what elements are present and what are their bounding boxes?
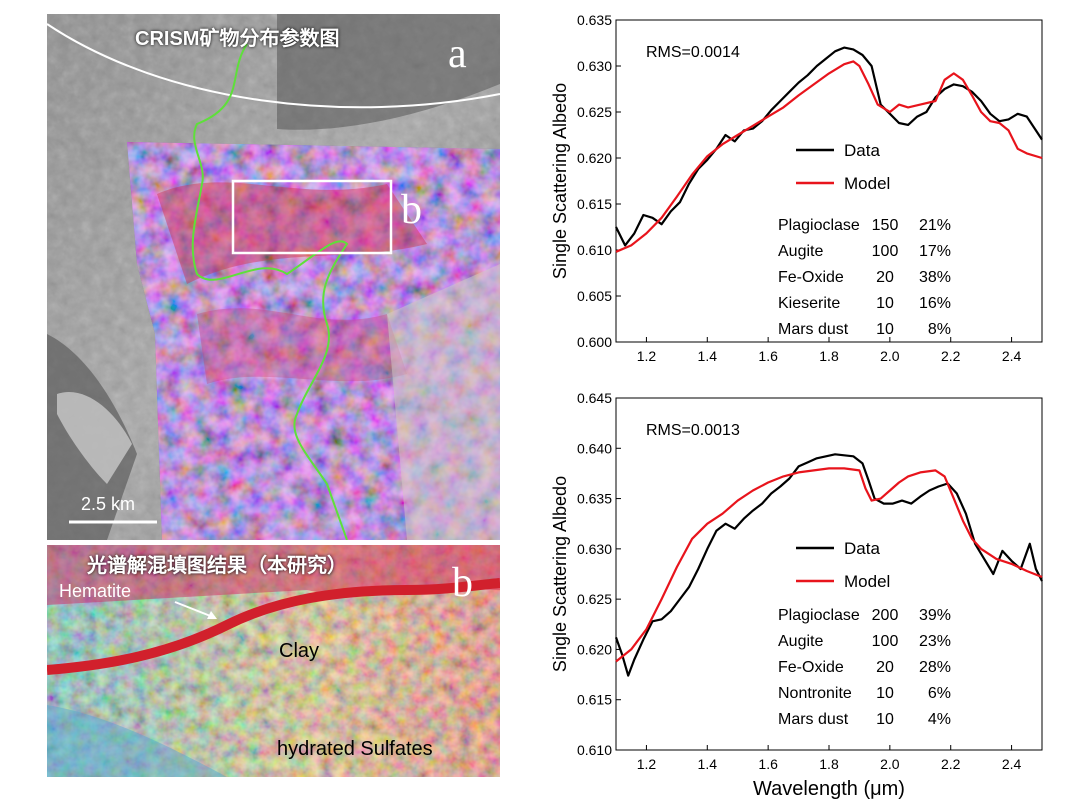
chart1-xtick-label: 2.2 <box>941 756 961 772</box>
chart-top: 0.600 0.605 0.610 0.615 0.620 0.625 0.630 0.635… <box>550 12 1043 364</box>
chart0-table-pct: 16% <box>919 295 951 312</box>
chart-bottom: 0.610 0.615 0.620 0.625 0.630 0.635 0.640 0.645… <box>550 390 1043 800</box>
chart0-xtick-label: 2.0 <box>880 348 900 364</box>
panel-b-letter: b <box>452 560 473 606</box>
chart0-ytick-label: 0.610 <box>577 242 612 258</box>
chart1-xtick-label: 1.6 <box>758 756 778 772</box>
chart0-xtick-label: 2.2 <box>941 348 961 364</box>
chart0-ytick-label: 0.635 <box>577 12 612 28</box>
chart1-table-size: 200 <box>872 607 899 624</box>
chart0-table-mineral: Fe-Oxide <box>778 269 844 286</box>
chart0-table-mineral: Mars dust <box>778 321 849 338</box>
chart0-rms-label: RMS=0.0014 <box>646 44 740 61</box>
chart1-rms-label: RMS=0.0013 <box>646 422 740 439</box>
chart1-legend-label-model: Model <box>844 572 890 591</box>
panel-a-title: CRISM矿物分布参数图 <box>135 28 340 50</box>
panel-a-letter: a <box>448 31 467 77</box>
chart1-ytick-label: 0.620 <box>577 641 612 657</box>
chart0-table-mineral: Kieserite <box>778 295 840 312</box>
chart0-table-pct: 17% <box>919 243 951 260</box>
chart0-table-pct: 8% <box>928 321 951 338</box>
chart1-table-size: 10 <box>876 685 894 702</box>
chart1-xtick-label: 1.4 <box>698 756 718 772</box>
chart1-ytick-label: 0.625 <box>577 591 612 607</box>
chart0-xtick-label: 1.6 <box>758 348 778 364</box>
chart0-table-size: 10 <box>876 295 894 312</box>
panel-a-image <box>47 14 500 540</box>
chart0-ytick-label: 0.630 <box>577 58 612 74</box>
chart1-ytick-label: 0.635 <box>577 491 612 507</box>
chart1-legend-label-data: Data <box>844 539 880 558</box>
chart0-table-size: 20 <box>876 269 894 286</box>
label-clay: Clay <box>279 640 320 662</box>
chart0-plot-frame <box>615 19 1043 343</box>
panel-a-inset-letter: b <box>401 187 422 233</box>
hematite-arrow <box>174 601 217 619</box>
chart1-ytick-label: 0.645 <box>577 390 612 406</box>
chart0-series-model <box>615 60 1043 253</box>
chart1-ytick-label: 0.630 <box>577 541 612 557</box>
chart0-ytick-label: 0.615 <box>577 196 612 212</box>
chart1-series-data <box>614 453 1043 677</box>
chart0-table-size: 150 <box>872 217 899 234</box>
chart1-series-model <box>615 467 1043 663</box>
chart0-table-mineral: Augite <box>778 243 823 260</box>
panel-b-map: 光谱解混填图结果（本研究） b Hematite Clay hydrated S… <box>47 545 500 777</box>
chart1-ytick-label: 0.615 <box>577 692 612 708</box>
chart1-table-pct: 28% <box>919 659 951 676</box>
chart1-table-size: 20 <box>876 659 894 676</box>
panel-a-map: CRISM矿物分布参数图 a b 2.5 km <box>47 14 500 540</box>
label-sulfates: hydrated Sulfates <box>277 738 433 760</box>
chart0-ylabel: Single Scattering Albedo <box>550 83 570 279</box>
chart1-table-pct: 6% <box>928 685 951 702</box>
chart1-table-mineral: Augite <box>778 633 823 650</box>
chart1-ytick-label: 0.640 <box>577 440 612 456</box>
chart1-table-size: 10 <box>876 711 894 728</box>
chart0-xtick-label: 1.4 <box>698 348 718 364</box>
label-hematite: Hematite <box>59 581 132 601</box>
chart1-table-pct: 39% <box>919 607 951 624</box>
chart1-table-size: 100 <box>872 633 899 650</box>
chart1-xtick-label: 2.0 <box>880 756 900 772</box>
chart0-ytick-label: 0.625 <box>577 104 612 120</box>
chart0-ytick-label: 0.600 <box>577 334 612 350</box>
chart0-xtick-label: 2.4 <box>1002 348 1022 364</box>
chart1-table-mineral: Nontronite <box>778 685 852 702</box>
chart0-table-size: 100 <box>872 243 899 260</box>
chart0-xtick-label: 1.8 <box>819 348 839 364</box>
chart1-xtick-label: 2.4 <box>1002 756 1022 772</box>
chart0-ytick-label: 0.605 <box>577 288 612 304</box>
chart1-xlabel: Wavelength (μm) <box>753 778 905 800</box>
chart0-series-data <box>615 46 1043 247</box>
chart1-xtick-label: 1.2 <box>637 756 657 772</box>
chart1-table-mineral: Fe-Oxide <box>778 659 844 676</box>
chart1-ytick-label: 0.610 <box>577 742 612 758</box>
chart0-table-mineral: Plagioclase <box>778 217 860 234</box>
chart1-ylabel: Single Scattering Albedo <box>550 476 570 672</box>
chart0-ytick-label: 0.620 <box>577 150 612 166</box>
panel-b-title: 光谱解混填图结果（本研究） <box>87 555 347 577</box>
scale-bar-label: 2.5 km <box>81 494 136 514</box>
chart0-xtick-label: 1.2 <box>637 348 657 364</box>
chart1-table-pct: 4% <box>928 711 951 728</box>
chart0-legend-label-model: Model <box>844 174 890 193</box>
chart1-xtick-label: 1.8 <box>819 756 839 772</box>
chart0-table-pct: 21% <box>919 217 951 234</box>
chart0-table-size: 10 <box>876 321 894 338</box>
chart1-table-mineral: Plagioclase <box>778 607 860 624</box>
panel-b-image <box>47 545 500 777</box>
chart0-table-pct: 38% <box>919 269 951 286</box>
chart0-legend-label-data: Data <box>844 141 880 160</box>
chart1-table-pct: 23% <box>919 633 951 650</box>
chart1-table-mineral: Mars dust <box>778 711 849 728</box>
